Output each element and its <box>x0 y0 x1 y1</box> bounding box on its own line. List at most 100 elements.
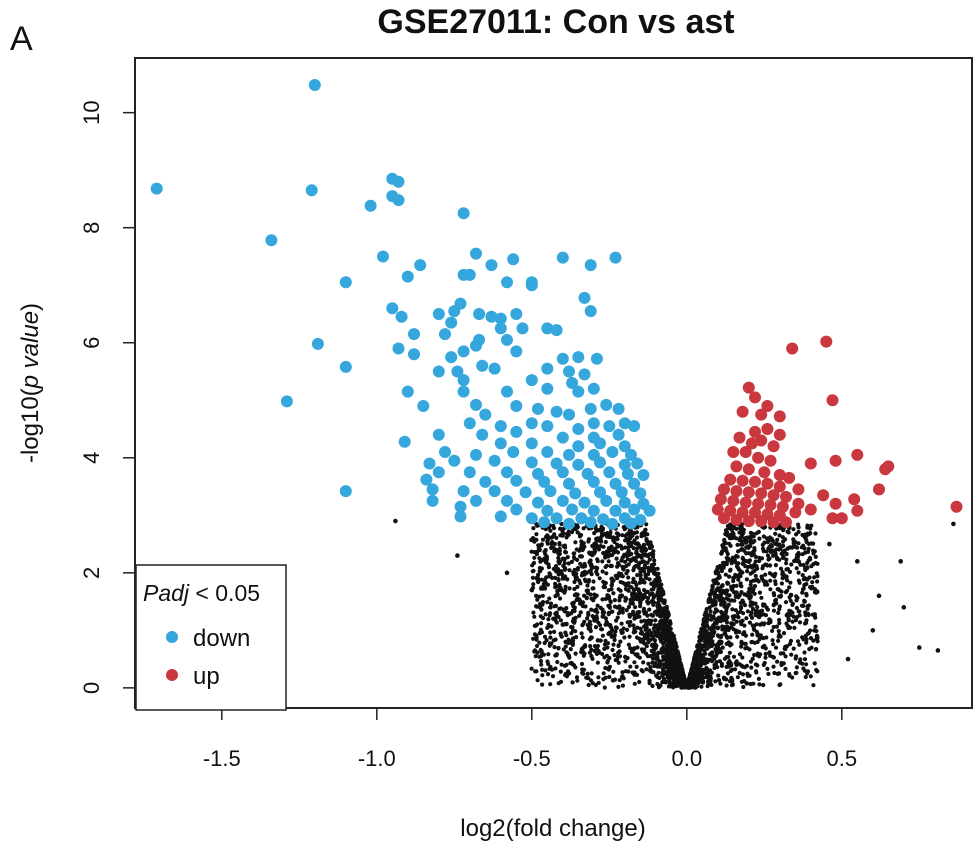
up-point <box>829 497 842 510</box>
ns-point <box>586 682 591 688</box>
ns-point <box>737 530 742 535</box>
down-point <box>572 440 585 453</box>
ns-point <box>618 588 623 593</box>
down-point <box>501 466 513 479</box>
ns-point <box>552 541 558 547</box>
ns-point <box>730 607 735 612</box>
ns-point <box>692 660 697 665</box>
down-point <box>479 408 492 421</box>
ns-point <box>569 624 574 630</box>
ns-point <box>711 623 716 628</box>
up-point <box>742 381 755 394</box>
ns-point <box>611 642 616 647</box>
ns-point <box>729 621 734 626</box>
ns-point <box>600 651 605 657</box>
ns-point <box>625 655 630 661</box>
up-point <box>749 475 761 488</box>
ns-point <box>711 602 716 607</box>
ns-point <box>779 662 784 668</box>
ns-point <box>811 548 816 553</box>
ns-point <box>745 569 750 574</box>
ns-point <box>677 657 682 662</box>
legend-title: Padj < 0.05 <box>143 580 260 606</box>
ns-point <box>563 639 568 645</box>
ns-point <box>647 557 652 562</box>
ns-point <box>655 566 660 571</box>
ns-point <box>642 611 647 616</box>
ns-point <box>789 652 794 657</box>
ns-point <box>788 580 793 585</box>
ns-point <box>549 641 554 646</box>
ns-point <box>642 565 647 571</box>
ns-point <box>639 647 645 652</box>
ns-point <box>666 612 671 618</box>
ns-point <box>901 605 907 610</box>
ns-point <box>700 679 705 684</box>
ns-point <box>627 634 632 639</box>
up-point <box>714 493 727 506</box>
ns-point <box>594 651 600 657</box>
ns-point <box>649 618 654 623</box>
ns-point <box>661 654 666 659</box>
ns-point <box>606 546 612 551</box>
down-point <box>501 333 513 346</box>
ns-point <box>754 670 759 675</box>
ns-point <box>623 533 628 539</box>
ns-point <box>724 606 729 612</box>
ns-point <box>798 562 803 567</box>
ns-point <box>579 539 584 544</box>
ns-point <box>659 647 664 652</box>
ns-point <box>739 542 744 547</box>
ns-point <box>814 633 820 639</box>
ns-point <box>571 555 577 560</box>
down-point <box>408 328 420 341</box>
ns-point <box>701 626 706 631</box>
ns-point <box>592 551 597 556</box>
ns-point <box>612 632 617 638</box>
ns-point <box>616 605 622 610</box>
down-point <box>625 517 637 530</box>
down-point <box>485 310 498 323</box>
ns-point <box>712 656 717 661</box>
ns-point <box>630 650 635 655</box>
ns-point <box>600 597 605 602</box>
ns-point <box>555 567 561 572</box>
ns-point <box>726 664 731 669</box>
ns-point <box>728 635 733 640</box>
ns-point <box>639 619 644 624</box>
down-point <box>603 466 616 479</box>
ns-point <box>593 542 598 547</box>
ns-point <box>805 604 810 609</box>
ns-point <box>600 607 605 612</box>
ns-point <box>554 548 560 553</box>
ns-point <box>791 646 796 651</box>
ns-point <box>748 659 754 664</box>
up-point <box>804 457 817 470</box>
ns-point <box>642 641 647 646</box>
down-point <box>305 184 318 197</box>
ns-point <box>737 652 743 657</box>
ns-point <box>566 561 571 566</box>
ns-point <box>620 564 625 569</box>
ns-point <box>603 622 608 627</box>
ns-point <box>660 666 666 671</box>
up-point <box>879 463 892 476</box>
panel-label: A <box>10 20 33 58</box>
x-tick-label: 0.5 <box>827 746 858 771</box>
ns-point <box>734 662 739 668</box>
ns-point <box>532 550 537 555</box>
ns-point <box>935 648 941 653</box>
down-point <box>414 259 427 272</box>
ns-point <box>771 608 777 613</box>
ns-point <box>563 584 568 590</box>
ns-point <box>597 536 602 541</box>
ns-point <box>647 681 652 686</box>
ns-point <box>812 575 817 580</box>
ns-point <box>764 635 769 640</box>
ns-point <box>719 641 724 646</box>
x-tick-label: -1.5 <box>203 746 241 771</box>
ns-point <box>556 559 561 564</box>
ns-point <box>719 602 724 607</box>
down-point <box>572 458 585 471</box>
ns-point <box>658 582 663 587</box>
